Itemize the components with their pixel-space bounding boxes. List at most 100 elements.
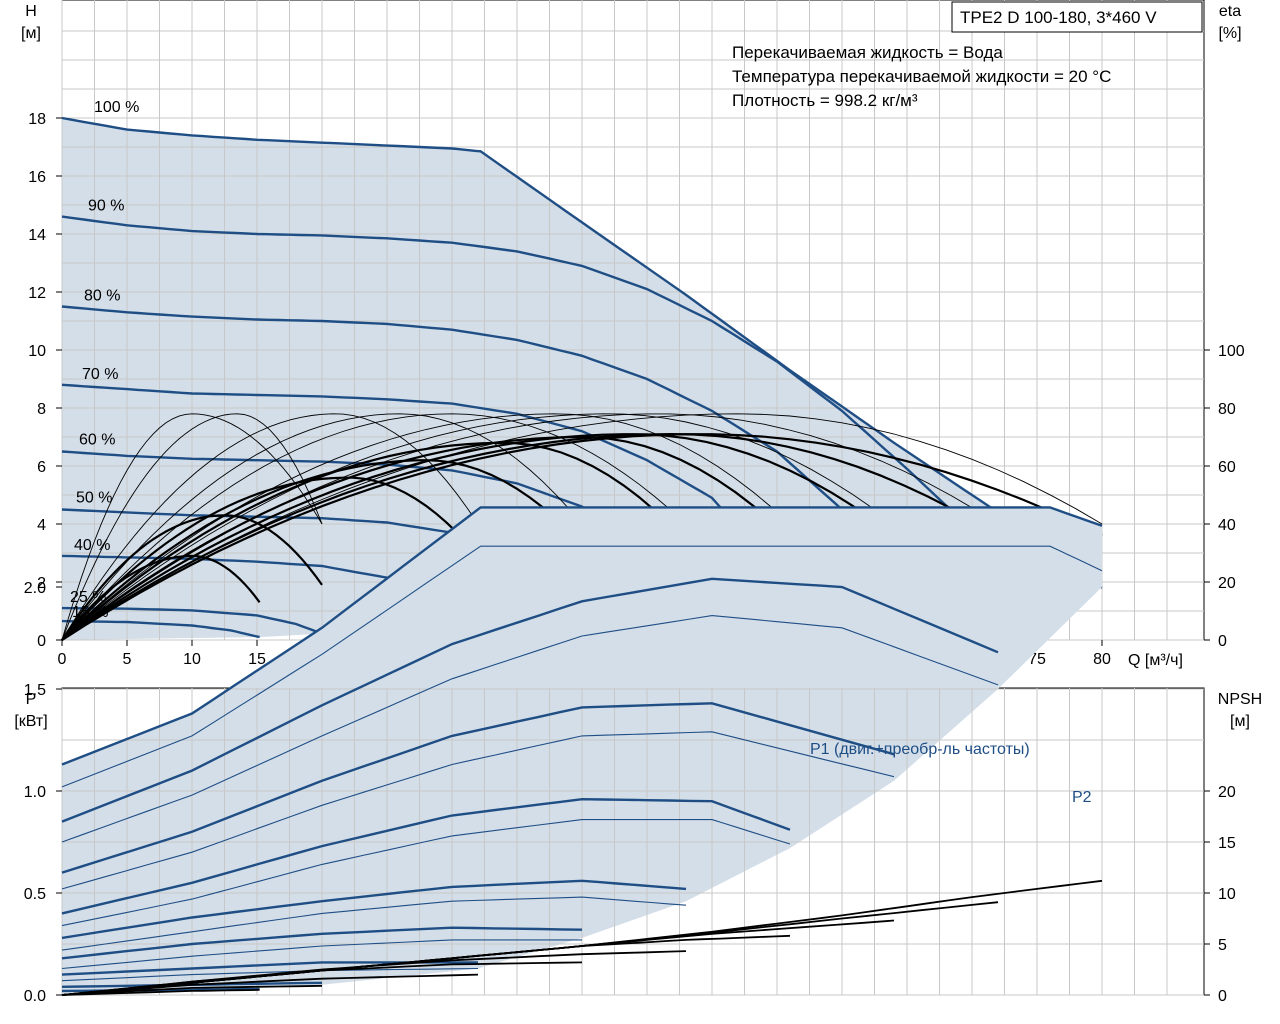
p2-curve [61, 731, 895, 890]
p1-curve [61, 577, 999, 823]
efficiency-curve-thin [61, 413, 479, 641]
efficiency-curve-thin [61, 413, 895, 641]
speed-label: 40 % [74, 537, 110, 554]
power-curves [61, 506, 1103, 993]
speed-label: 90 % [88, 198, 124, 215]
speed-label: 60 % [79, 432, 115, 449]
speed-curve [61, 619, 260, 639]
head-axis-label: H [25, 3, 37, 20]
head-tick-label: 10 [28, 343, 46, 360]
head-tick-label: 4 [37, 517, 46, 534]
p2-curve [61, 896, 687, 951]
eta-tick-label: 20 [1218, 575, 1236, 592]
npsh-curve [61, 989, 260, 996]
flow-tick-label: 15 [248, 651, 266, 668]
efficiency-curve [61, 476, 479, 641]
speed-label: 25 % [70, 589, 106, 606]
head-axis-ticks: 0 2 4 6 8 10 12 14 16 18 [28, 111, 62, 650]
p2-curve [61, 545, 1103, 788]
efficiency-curve [61, 433, 1103, 641]
power-axis-ticks: 0.0 0.5 1.0 1.5 2.0 [24, 580, 62, 1005]
npsh-tick-label: 15 [1218, 835, 1236, 852]
head-tick-label: 16 [28, 169, 46, 186]
speed-curve [61, 116, 1103, 589]
temperature-info: Температура перекачиваемой жидкости = 20… [732, 67, 1111, 86]
model-box [951, 1, 1203, 33]
power-tick-label: 1.5 [24, 682, 46, 699]
p1-curve [61, 506, 1103, 766]
head-tick-label: 0 [37, 633, 46, 650]
npsh-tick-label: 10 [1218, 886, 1236, 903]
speed-curve [61, 215, 999, 553]
speed-label: 100 % [94, 99, 139, 116]
p1-curve [61, 797, 791, 915]
eta-tick-label: 100 [1218, 343, 1245, 360]
eta-tick-label: 80 [1218, 401, 1236, 418]
head-tick-label: 12 [28, 285, 46, 302]
eta-axis-ticks: 0 20 40 60 80 100 [1204, 343, 1245, 650]
speed-label: 50 % [76, 490, 112, 507]
density-info: Плотность = 998.2 кг/м³ [732, 91, 918, 110]
npsh-axis-unit: [м] [1230, 713, 1250, 730]
npsh-curve [61, 961, 583, 996]
p2-curve [61, 939, 582, 970]
npsh-curves [61, 879, 1103, 996]
efficiency-curve [61, 514, 323, 641]
speed-label: 70 % [82, 366, 118, 383]
p1-curve [61, 926, 583, 960]
flow-tick-label: 5 [123, 651, 132, 668]
npsh-tick-label: 0 [1218, 988, 1227, 1005]
efficiency-curve [61, 441, 687, 641]
efficiency-curve-thin [61, 413, 323, 641]
power-tick-label: 0.5 [24, 886, 46, 903]
eta-tick-label: 0 [1218, 633, 1227, 650]
efficiency-curve [61, 433, 895, 641]
efficiency-curves [61, 413, 1103, 641]
flow-tick-label: 75 [1028, 651, 1046, 668]
head-tick-label: 14 [28, 227, 46, 244]
npsh-axis-label: NPSH [1218, 691, 1262, 708]
speed-label: 15 % [72, 604, 108, 621]
power-axis-unit: [кВт] [14, 713, 47, 730]
p2-curve [61, 615, 999, 843]
p2-curve [61, 819, 791, 927]
fluid-info: Перекачиваемая жидкость = Вода [732, 43, 1003, 62]
efficiency-curve [61, 436, 791, 641]
flow-axis-label: Q [м³/ч] [1128, 652, 1183, 669]
head-tick-label: 18 [28, 111, 46, 128]
eta-axis-unit: [%] [1218, 25, 1241, 42]
npsh-axis-ticks: 0 5 10 15 20 [1204, 784, 1236, 1005]
npsh-tick-label: 20 [1218, 784, 1236, 801]
power-tick-label: 1.0 [24, 784, 46, 801]
npsh-tick-label: 5 [1218, 937, 1227, 954]
p2-series-label: P2 [1072, 789, 1092, 806]
efficiency-curve-thin [61, 413, 791, 641]
p1-curve [61, 702, 895, 874]
speed-curve [61, 606, 323, 635]
model-label: TPE2 D 100-180, 3*460 V [960, 8, 1157, 27]
flow-tick-label: 80 [1093, 651, 1111, 668]
head-tick-label: 6 [37, 459, 46, 476]
p1-series-label: P1 (двиг.+преобр-ль частоты) [810, 741, 1030, 758]
head-tick-label: 2 [37, 575, 46, 592]
flow-tick-label: 10 [183, 651, 201, 668]
p2-curve [61, 967, 479, 982]
efficiency-curve [61, 459, 583, 641]
head-axis-unit: [м] [21, 25, 41, 42]
npsh-curve [61, 984, 323, 996]
efficiency-curve-thin [61, 413, 323, 641]
speed-curve [61, 383, 791, 588]
power-tick-label: 0.0 [24, 988, 46, 1005]
flow-tick-label: 0 [58, 651, 67, 668]
eta-axis-label: eta [1219, 3, 1241, 20]
head-tick-label: 8 [37, 401, 46, 418]
eta-tick-label: 60 [1218, 459, 1236, 476]
power-axis-label: P [26, 691, 37, 708]
eta-tick-label: 40 [1218, 517, 1236, 534]
speed-labels: 100 % 90 % 80 % 70 % 60 % 50 % 40 % 25 %15 % [70, 99, 139, 621]
speed-curve [61, 305, 895, 570]
npsh-curve [61, 973, 479, 996]
speed-label: 80 % [84, 288, 120, 305]
efficiency-curve-thin [61, 413, 583, 641]
